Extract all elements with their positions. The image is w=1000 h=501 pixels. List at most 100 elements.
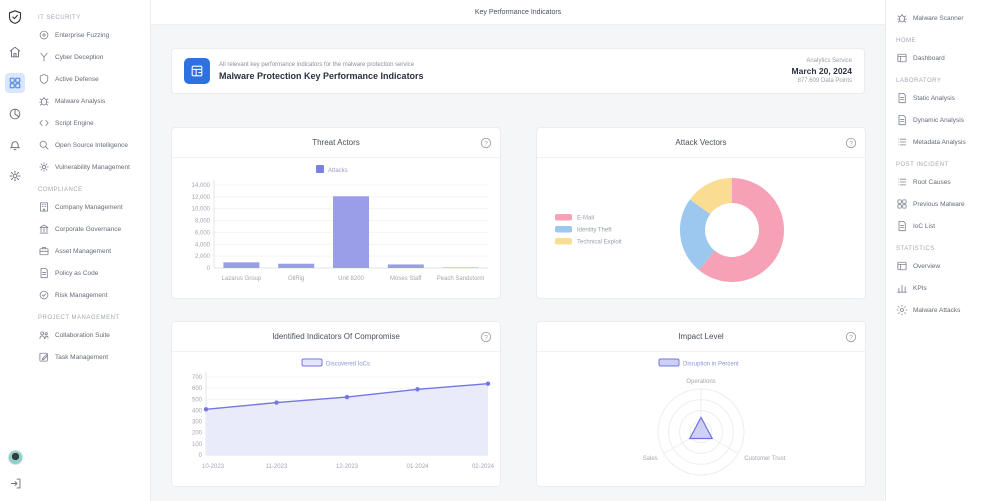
sidebar-item-overview[interactable]: Overview [896, 255, 996, 277]
root-causes-icon [896, 176, 908, 188]
sidebar-item-malware-attacks[interactable]: Malware Attacks [896, 299, 996, 321]
svg-text:700: 700 [192, 375, 203, 381]
content-area: All relevant key performance indicators … [151, 25, 885, 487]
charts-grid: Threat Actors ? Attacks 0 2,000 4,000 6,000 8… [171, 127, 866, 488]
help-icon[interactable]: ? [845, 331, 857, 343]
sidebar-item-script-engine[interactable]: Script Engine [30, 112, 150, 134]
sidebar-item-collaboration-suite[interactable]: Collaboration Suite [30, 324, 150, 346]
sidebar-item-label: Dynamic Analysis [913, 116, 964, 124]
svg-text:500: 500 [192, 397, 203, 403]
sidebar-item-policy-as-code[interactable]: Policy as Code [30, 262, 150, 284]
chart-title: Impact Level [678, 332, 724, 341]
corporate-governance-icon [38, 223, 50, 235]
banner-dashboard-icon [184, 58, 210, 84]
sidebar-item-label: Asset Management [55, 247, 112, 255]
threat-actors-bar-chart: Attacks 0 2,000 4,000 6,000 8,000 10,000 12,000… [172, 158, 500, 298]
sidebar-item-asset-management[interactable]: Asset Management [30, 240, 150, 262]
sidebar-item-risk-management[interactable]: Risk Management [30, 284, 150, 306]
impact-level-radar-chart: Disruption in Percent Operations Customer … [537, 352, 865, 488]
svg-text:8,000: 8,000 [195, 219, 211, 225]
svg-text:400: 400 [192, 408, 203, 414]
sidebar-item-company-management[interactable]: Company Management [30, 196, 150, 218]
logout-icon[interactable] [5, 473, 25, 493]
open-source-intelligence-icon [38, 139, 50, 151]
sidebar-item-malware-scanner[interactable]: Malware Scanner [896, 7, 996, 29]
svg-text:?: ? [484, 334, 488, 341]
banner-meta: Analytics Service March 20, 2024 877.609… [792, 58, 852, 84]
notifications-icon[interactable] [5, 135, 25, 155]
overview-icon [896, 260, 908, 272]
sidebar-item-label: Task Management [55, 353, 109, 361]
svg-text:Lazarus Group: Lazarus Group [222, 276, 262, 282]
reports-icon[interactable] [5, 104, 25, 124]
svg-text:100: 100 [192, 442, 203, 448]
page-title: Key Performance Indicators [474, 8, 562, 16]
home-icon[interactable] [5, 42, 25, 62]
sidebar-item-label: KPIs [913, 284, 927, 292]
sidebar-item-label: Root Causes [913, 178, 951, 186]
svg-text:Technical Exploit: Technical Exploit [577, 240, 622, 246]
svg-text:10-2023: 10-2023 [202, 464, 225, 470]
sidebar-item-cyber-deception[interactable]: Cyber Deception [30, 46, 150, 68]
attack-vectors-donut-chart: E-Mail Identity Theft Technical Exploit [537, 158, 865, 300]
cyber-deception-icon [38, 51, 50, 63]
banner-subtitle: All relevant key performance indicators … [219, 61, 415, 68]
asset-management-icon [38, 245, 50, 257]
help-icon[interactable]: ? [845, 137, 857, 149]
kpis-icon [896, 282, 908, 294]
sidebar-item-label: Company Management [55, 203, 123, 211]
sidebar-item-dynamic-analysis[interactable]: Dynamic Analysis [896, 109, 996, 131]
ioc-list-icon [896, 220, 908, 232]
sidebar-item-malware-analysis[interactable]: Malware Analysis [30, 90, 150, 112]
card-threat-actors: Threat Actors ? Attacks 0 2,000 4,000 6,000 8… [171, 127, 501, 299]
sidebar-item-active-defense[interactable]: Active Defense [30, 68, 150, 90]
svg-text:4,000: 4,000 [195, 242, 211, 248]
sidebar-item-label: Collaboration Suite [55, 331, 110, 339]
settings-icon[interactable] [5, 166, 25, 186]
svg-text:Identity Theft: Identity Theft [577, 228, 612, 234]
malware-scanner-icon [896, 12, 908, 24]
svg-text:2,000: 2,000 [195, 254, 211, 260]
svg-text:12,000: 12,000 [192, 195, 211, 201]
chart-title: Attack Vectors [675, 138, 727, 147]
sidebar-item-label: Risk Management [55, 291, 108, 299]
svg-text:Discovered IoCs: Discovered IoCs [326, 362, 370, 368]
sidebar-item-ioc-list[interactable]: IoC List [896, 215, 996, 237]
sidebar-item-label: Malware Attacks [913, 306, 961, 314]
svg-text:14,000: 14,000 [192, 183, 211, 189]
sidebar-item-open-source-intelligence[interactable]: Open Source Intelligence [30, 134, 150, 156]
help-icon[interactable]: ? [480, 331, 492, 343]
company-management-icon [38, 201, 50, 213]
svg-text:11-2023: 11-2023 [266, 464, 288, 470]
sidebar-item-enterprise-fuzzing[interactable]: Enterprise Fuzzing [30, 24, 150, 46]
svg-text:Unit 8200: Unit 8200 [338, 276, 364, 282]
sidebar-item-label: Cyber Deception [55, 53, 104, 61]
chart-title: Identified Indicators Of Compromise [272, 332, 400, 341]
svg-text:?: ? [849, 140, 853, 147]
section-title: POST INCIDENT [896, 162, 949, 168]
sidebar-item-static-analysis[interactable]: Static Analysis [896, 87, 996, 109]
sidebar-item-corporate-governance[interactable]: Corporate Governance [30, 218, 150, 240]
sidebar-item-vulnerability-management[interactable]: Vulnerability Management [30, 156, 150, 178]
svg-text:12-2023: 12-2023 [336, 464, 359, 470]
sidebar-item-previous-malware[interactable]: Previous Malware [896, 193, 996, 215]
svg-text:Disruption in Percent: Disruption in Percent [683, 362, 739, 368]
policy-as-code-icon [38, 267, 50, 279]
static-analysis-icon [896, 92, 908, 104]
enterprise-fuzzing-icon [38, 29, 50, 41]
app-logo-icon [5, 7, 25, 27]
sidebar-item-dashboard[interactable]: Dashboard [896, 47, 996, 69]
main-area: Key Performance Indicators All relevant … [151, 0, 885, 501]
collaboration-suite-icon [38, 329, 50, 341]
sidebar-item-task-management[interactable]: Task Management [30, 346, 150, 368]
dashboard-icon[interactable] [5, 73, 25, 93]
sidebar-item-root-causes[interactable]: Root Causes [896, 171, 996, 193]
card-attack-vectors: Attack Vectors ? E-Mail Identity Theft Tec… [536, 127, 866, 299]
sidebar-item-kpis[interactable]: KPIs [896, 277, 996, 299]
help-icon[interactable]: ? [480, 137, 492, 149]
sidebar-item-label: Active Defense [55, 75, 99, 83]
sidebar-item-metadata-analysis[interactable]: Metadata Analysis [896, 131, 996, 153]
svg-text:Customer Trust: Customer Trust [744, 456, 785, 462]
card-identified-iocs: Identified Indicators Of Compromise ? Di… [171, 321, 501, 487]
user-avatar[interactable] [7, 450, 23, 465]
